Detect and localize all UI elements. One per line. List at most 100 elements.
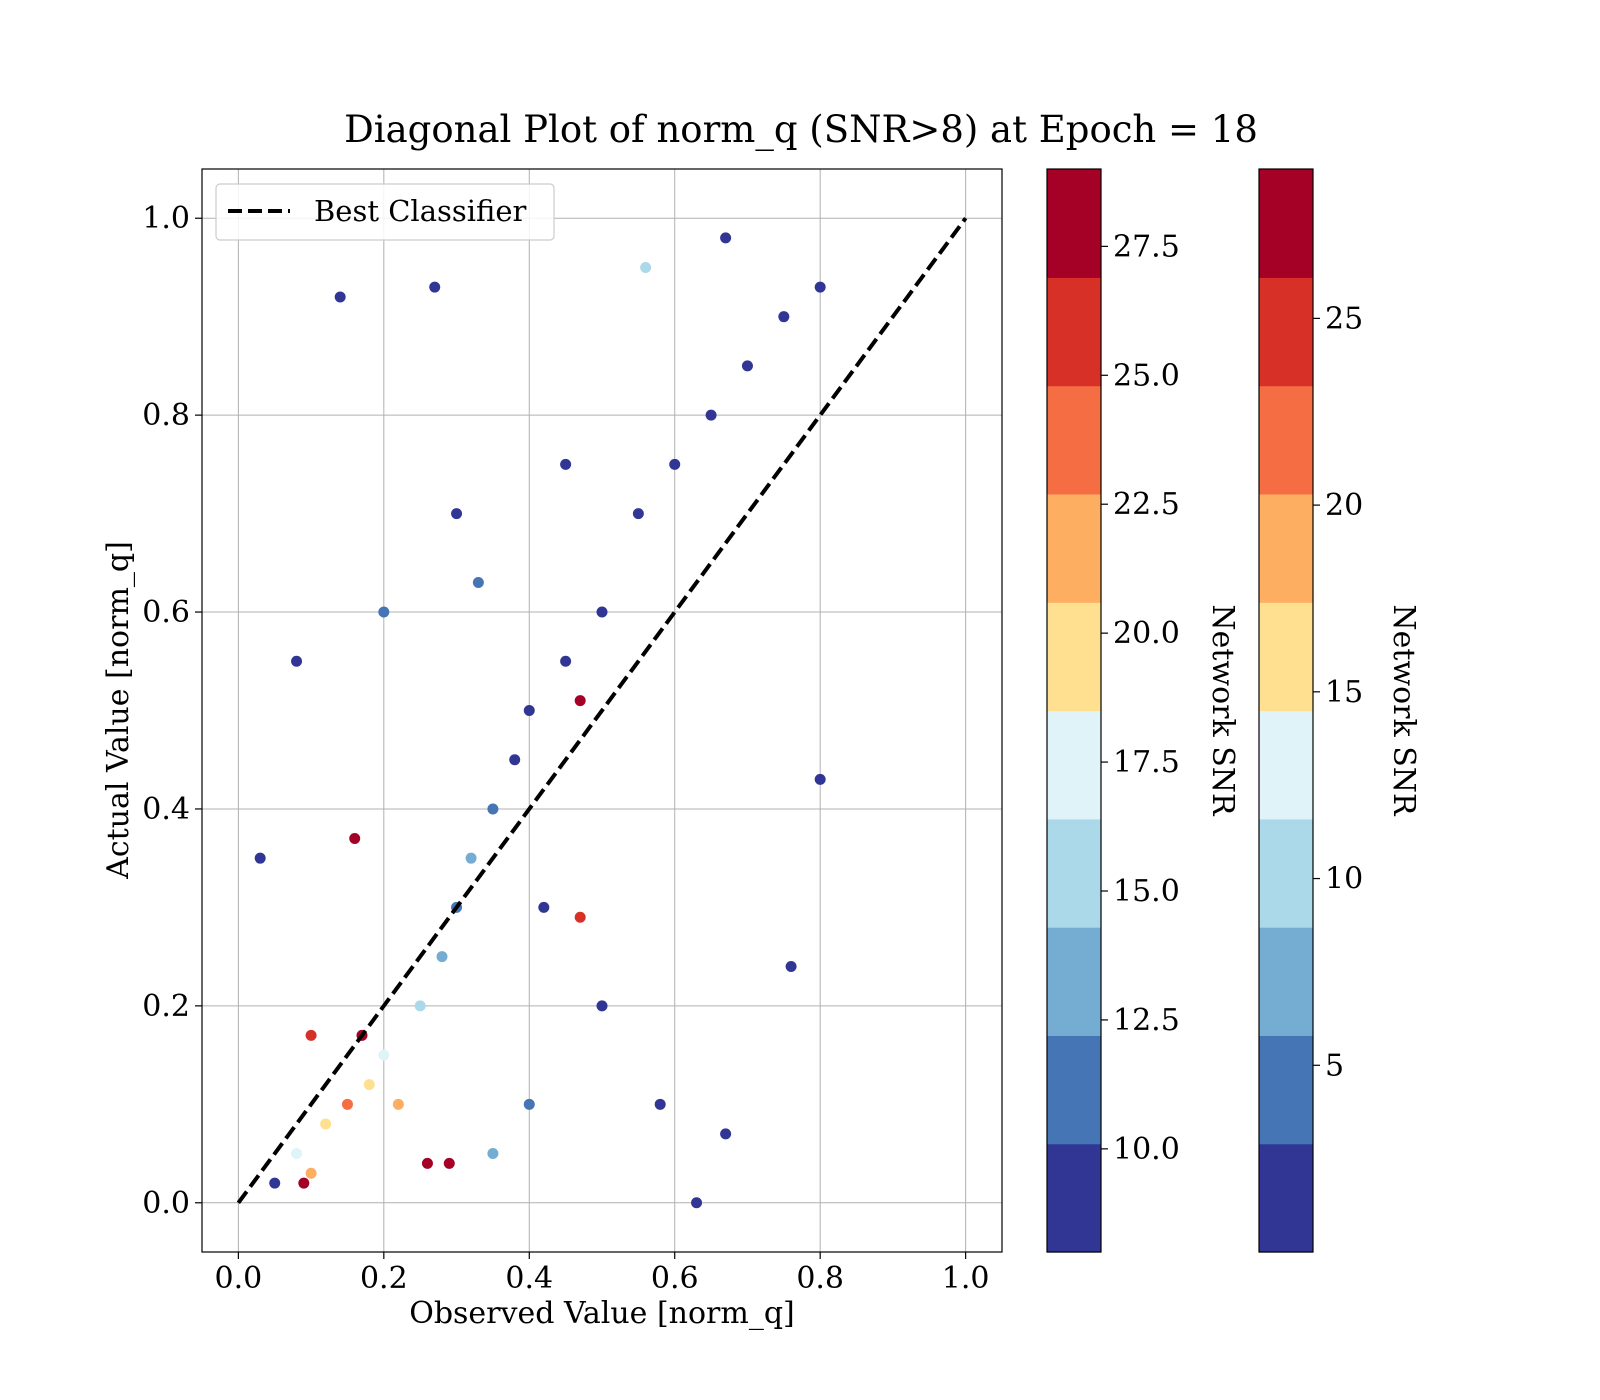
x-axis-label: Observed Value [norm_q] — [409, 1296, 795, 1331]
x-tick-label: 0.8 — [796, 1261, 844, 1296]
colorbar-tick-label: 25.0 — [1113, 358, 1180, 393]
y-tick-label: 0.8 — [142, 398, 190, 433]
colorbar-segment — [1259, 385, 1313, 495]
best-classifier-line-path — [236, 217, 968, 1204]
x-tick-label: 0.0 — [215, 1261, 263, 1296]
colorbar-tick-label: 12.5 — [1113, 1003, 1180, 1038]
scatter-point — [378, 1049, 390, 1061]
colorbar-segment — [1259, 818, 1313, 928]
x-tick-label: 1.0 — [942, 1261, 990, 1296]
x-tick-label: 0.2 — [360, 1261, 408, 1296]
scatter-point — [429, 281, 441, 293]
scatter-point — [392, 1098, 404, 1110]
colorbar-1-label: Network SNR — [1205, 604, 1240, 817]
scatter-point — [632, 508, 644, 520]
scatter-point — [574, 911, 586, 923]
colorbar-segment — [1047, 493, 1101, 603]
colorbar-segment — [1259, 277, 1313, 387]
colorbar-segment — [1047, 277, 1101, 387]
colorbar-tick-label: 20 — [1325, 488, 1363, 523]
scatter-point — [414, 1000, 426, 1012]
scatter-point — [560, 655, 572, 667]
colorbar-segment — [1259, 1143, 1313, 1253]
scatter-point — [305, 1029, 317, 1041]
y-axis-ticks: 0.0 0.2 0.4 0.6 0.8 1.0 — [142, 201, 202, 1221]
colorbar-segment — [1047, 818, 1101, 928]
y-tick-label: 0.4 — [142, 792, 190, 827]
scatter-point — [720, 232, 732, 244]
colorbar-frame — [1046, 168, 1102, 1253]
scatter-point — [705, 409, 717, 421]
colorbar-segment — [1047, 1143, 1101, 1253]
colorbar-tick-label: 25 — [1325, 301, 1363, 336]
y-tick-label: 0.0 — [142, 1186, 190, 1221]
best-classifier-line — [236, 217, 968, 1204]
y-axis-label: Actual Value [norm_q] — [101, 541, 136, 880]
colorbar-tick-label: 15.0 — [1113, 874, 1180, 909]
scatter-point — [341, 1098, 353, 1110]
scatter-point — [421, 1157, 433, 1169]
colorbar-segment — [1047, 1035, 1101, 1145]
scatter-point — [269, 1177, 281, 1189]
legend: Best Classifier — [215, 183, 555, 241]
scatter-point — [596, 1000, 608, 1012]
colorbar-2: 5 10 15 20 25 — [1258, 168, 1363, 1253]
colorbar-frame — [1258, 168, 1314, 1253]
scatter-point — [443, 1157, 455, 1169]
y-tick-label: 1.0 — [142, 201, 190, 236]
scatter-point — [523, 705, 535, 716]
scatter-point — [436, 951, 448, 963]
y-tick-label: 0.6 — [142, 595, 190, 630]
scatter-point — [538, 901, 550, 913]
colorbar-segment — [1259, 1035, 1313, 1145]
colorbar-segment — [1047, 602, 1101, 712]
scatter-point — [669, 458, 681, 470]
scatter-point — [741, 360, 753, 372]
chart-title: Diagonal Plot of norm_q (SNR>8) at Epoch… — [344, 108, 1258, 152]
colorbar-tick-label: 17.5 — [1113, 745, 1180, 780]
scatter-point — [509, 754, 521, 766]
scatter-point — [654, 1098, 666, 1110]
colorbar-tick-label: 15 — [1325, 675, 1363, 710]
scatter-point — [691, 1197, 703, 1209]
legend-box — [215, 183, 555, 241]
plot-area — [201, 168, 1003, 1253]
scatter-point — [254, 852, 266, 864]
scatter-point — [298, 1177, 310, 1189]
colorbar-segment — [1259, 169, 1313, 278]
scatter-point — [814, 773, 826, 785]
colorbar-tick-label: 5 — [1325, 1048, 1344, 1083]
scatter-point — [814, 281, 826, 293]
colorbar-segment — [1259, 493, 1313, 603]
scatter-point — [320, 1118, 332, 1130]
scatter-point — [596, 606, 608, 618]
scatter-point — [465, 852, 477, 864]
colorbar-segment — [1259, 710, 1313, 820]
colorbar-segment — [1259, 602, 1313, 712]
scatter-point — [785, 960, 797, 972]
colorbar-segment — [1047, 927, 1101, 1036]
scatter-points — [254, 232, 826, 1209]
colorbar-1: 10.0 12.5 15.0 17.5 20.0 22.5 25.0 27.5 — [1046, 168, 1180, 1253]
colorbar-segment — [1047, 385, 1101, 495]
colorbar-segment — [1047, 710, 1101, 820]
scatter-point — [334, 291, 346, 303]
scatter-point — [451, 508, 463, 520]
x-tick-label: 0.6 — [651, 1261, 699, 1296]
colorbar-tick-label: 20.0 — [1113, 616, 1180, 651]
scatter-point — [778, 311, 790, 323]
x-axis-ticks: 0.0 0.2 0.4 0.6 0.8 1.0 — [215, 1252, 990, 1296]
scatter-point — [640, 261, 652, 273]
scatter-point — [560, 458, 572, 470]
scatter-point — [472, 577, 484, 589]
colorbar-2-label: Network SNR — [1386, 604, 1421, 817]
colorbar-tick-label: 10 — [1325, 862, 1363, 897]
scatter-point — [523, 1098, 535, 1110]
scatter-point — [720, 1128, 732, 1140]
colorbar-tick-label: 10.0 — [1113, 1132, 1180, 1167]
scatter-point — [363, 1079, 375, 1091]
legend-label: Best Classifier — [314, 194, 527, 228]
scatter-point — [574, 695, 586, 707]
scatter-point — [291, 1148, 303, 1160]
